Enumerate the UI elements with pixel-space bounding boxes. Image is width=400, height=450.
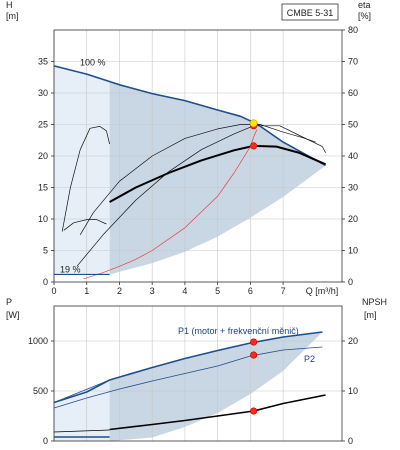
x-tick-label: 6 bbox=[248, 286, 253, 296]
series-max-extension bbox=[53, 379, 110, 403]
plot-frame bbox=[53, 305, 343, 442]
x-axis-label: Q [m³/h] bbox=[306, 286, 339, 296]
x-tick-label: 1 bbox=[84, 286, 89, 296]
x-tick-label: 4 bbox=[182, 286, 187, 296]
series-max bbox=[53, 65, 326, 167]
best-efficiency-point bbox=[249, 119, 258, 128]
annotation-p2: P2 bbox=[304, 354, 315, 364]
y-tick-label: 1000 bbox=[28, 336, 48, 346]
series-eta_low bbox=[79, 124, 316, 235]
y-tick-label: 30 bbox=[38, 88, 48, 98]
y2-axis-unit-eta: [%] bbox=[358, 11, 371, 21]
y-tick-label: 10 bbox=[38, 214, 48, 224]
light-operating-region bbox=[54, 65, 110, 275]
y2-tick-label: 50 bbox=[348, 120, 358, 130]
x-tick-label: 0 bbox=[51, 286, 56, 296]
x-tick-label: 5 bbox=[215, 286, 220, 296]
x-tick-label: 7 bbox=[281, 286, 286, 296]
y2-tick-label: 20 bbox=[348, 336, 358, 346]
operating-point bbox=[250, 338, 258, 346]
y2-tick-label: 20 bbox=[348, 214, 358, 224]
series-max bbox=[53, 331, 323, 404]
x-tick-label: 2 bbox=[117, 286, 122, 296]
y2-tick-label: 40 bbox=[348, 151, 358, 161]
y2-axis-label-npsh: NPSH bbox=[362, 297, 387, 307]
y-tick-label: 500 bbox=[33, 386, 48, 396]
y-tick-label: 20 bbox=[38, 151, 48, 161]
power-npsh-chart: P [W] NPSH [m] 0 500 1000 0 10 20 P1 (motor + frek… bbox=[6, 297, 387, 446]
chart-title: CMBE 5-31 bbox=[287, 8, 334, 18]
y-tick-label: 15 bbox=[38, 183, 48, 193]
x-tick-label: 3 bbox=[150, 286, 155, 296]
y2-tick-label: 60 bbox=[348, 88, 358, 98]
y-tick-label: 0 bbox=[43, 277, 48, 287]
y-tick-label: 5 bbox=[43, 246, 48, 256]
title-box bbox=[281, 3, 339, 21]
y-axis-label-power: P bbox=[6, 297, 12, 307]
y2-tick-label: 10 bbox=[348, 246, 358, 256]
y-axis-unit-power: [W] bbox=[6, 310, 20, 320]
annotation-19-percent: 19 % bbox=[60, 264, 81, 274]
operating-point bbox=[250, 142, 258, 150]
y-tick-label: 25 bbox=[38, 120, 48, 130]
operating-point bbox=[250, 351, 258, 359]
series-duty bbox=[109, 144, 326, 203]
y2-tick-label: 10 bbox=[348, 386, 358, 396]
y2-tick-label: 70 bbox=[348, 57, 358, 67]
annotation-100-percent: 100 % bbox=[80, 58, 106, 68]
y2-tick-label: 0 bbox=[348, 436, 353, 446]
y2-axis-unit-npsh: [m] bbox=[364, 310, 377, 320]
series-duty bbox=[109, 394, 326, 431]
y-tick-label: 0 bbox=[43, 436, 48, 446]
series-duty_thin bbox=[53, 429, 110, 433]
y2-axis-label-eta: eta bbox=[358, 0, 371, 10]
y-tick-label: 35 bbox=[38, 57, 48, 67]
series-curve_19 bbox=[63, 219, 107, 231]
y2-tick-label: 30 bbox=[348, 183, 358, 193]
y-axis-unit-head: [m] bbox=[6, 11, 19, 21]
y2-tick-label: 0 bbox=[348, 277, 353, 287]
y2-tick-label: 80 bbox=[348, 25, 358, 35]
series-max_thin bbox=[53, 346, 323, 409]
head-efficiency-chart: 0 1 2 3 4 5 6 7 Q [m³/h] 0 5 10 15 20 25 30 35 0 10 20 30 40 5… bbox=[38, 3, 358, 296]
y-axis-label-head: H bbox=[6, 0, 13, 10]
operating-point bbox=[250, 407, 258, 415]
annotation-p1: P1 (motor + frekvenční měnič) bbox=[178, 326, 299, 336]
series-eta_19 bbox=[61, 126, 110, 232]
